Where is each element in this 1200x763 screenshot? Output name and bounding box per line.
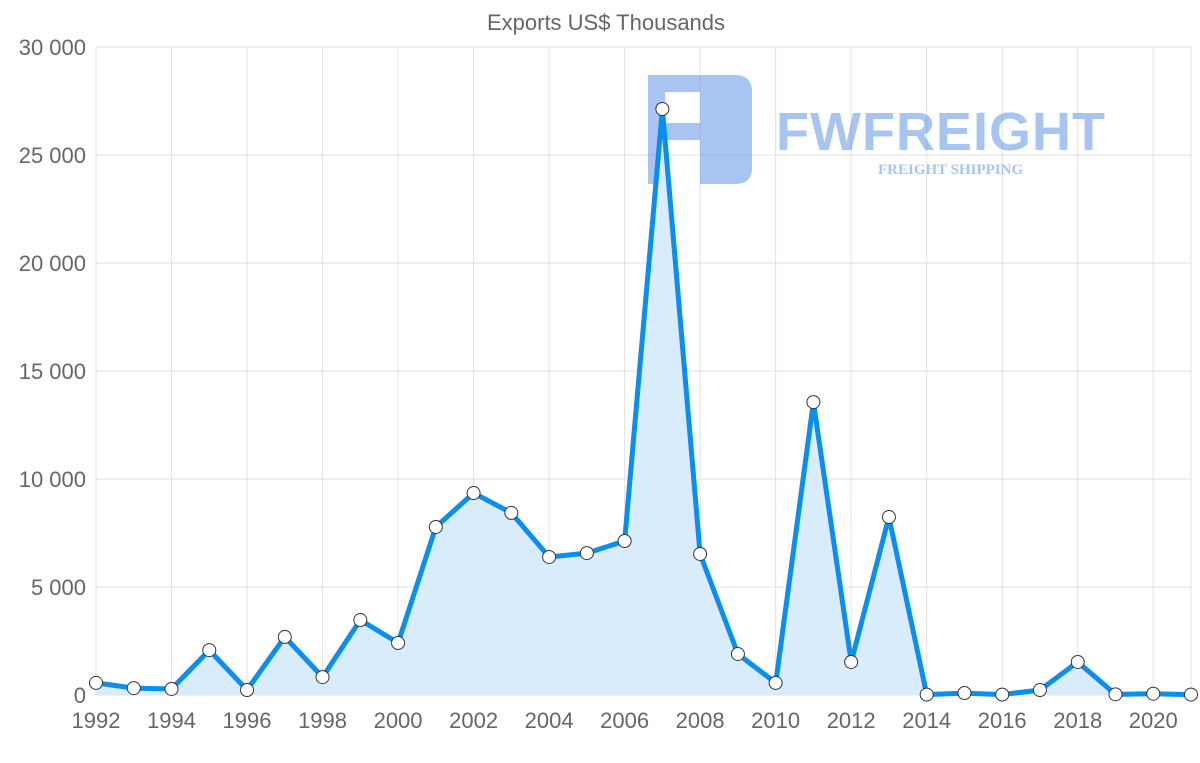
data-point-1998[interactable] bbox=[315, 670, 330, 685]
y-tick-label: 15 000 bbox=[19, 359, 86, 384]
x-tick-label: 2016 bbox=[978, 708, 1027, 733]
data-point-2021[interactable] bbox=[1184, 687, 1198, 702]
x-tick-label: 1998 bbox=[298, 708, 347, 733]
data-point-1994[interactable] bbox=[164, 681, 179, 696]
x-tick-label: 2012 bbox=[827, 708, 876, 733]
x-tick-label: 2002 bbox=[449, 708, 498, 733]
data-point-2020[interactable] bbox=[1146, 686, 1161, 701]
data-point-2005[interactable] bbox=[579, 546, 594, 561]
data-point-1993[interactable] bbox=[126, 681, 141, 696]
x-tick-label: 2006 bbox=[600, 708, 649, 733]
series-area bbox=[96, 109, 1191, 695]
x-tick-label: 1994 bbox=[147, 708, 196, 733]
data-points bbox=[89, 101, 1198, 702]
x-tick-label: 2020 bbox=[1129, 708, 1178, 733]
data-point-2004[interactable] bbox=[542, 549, 557, 564]
data-point-2003[interactable] bbox=[504, 505, 519, 520]
svg-text:FREIGHT SHIPPING: FREIGHT SHIPPING bbox=[878, 162, 1023, 178]
x-tick-label: 2004 bbox=[525, 708, 574, 733]
data-point-2015[interactable] bbox=[957, 686, 972, 701]
y-tick-label: 30 000 bbox=[19, 35, 86, 60]
data-point-2007[interactable] bbox=[655, 101, 670, 116]
x-tick-label: 2018 bbox=[1053, 708, 1102, 733]
data-point-2013[interactable] bbox=[881, 510, 896, 525]
data-point-1992[interactable] bbox=[89, 675, 103, 690]
data-point-2010[interactable] bbox=[768, 675, 783, 690]
data-point-2001[interactable] bbox=[428, 519, 443, 534]
x-axis: 1992 1994 1996 1998 2000 2002 2004 2006 2008 2010… bbox=[72, 708, 1178, 733]
x-tick-label: 2008 bbox=[676, 708, 725, 733]
data-point-2017[interactable] bbox=[1032, 683, 1047, 698]
x-tick-label: 1996 bbox=[223, 708, 272, 733]
data-point-2018[interactable] bbox=[1070, 654, 1085, 669]
y-tick-label: 0 bbox=[74, 683, 86, 708]
chart-title: Exports US$ Thousands bbox=[487, 10, 725, 35]
data-point-2011[interactable] bbox=[806, 395, 821, 410]
data-point-1997[interactable] bbox=[277, 629, 292, 644]
x-tick-label: 1992 bbox=[72, 708, 121, 733]
data-point-2002[interactable] bbox=[466, 486, 481, 501]
data-point-2012[interactable] bbox=[844, 654, 859, 669]
data-point-2006[interactable] bbox=[617, 533, 632, 548]
data-point-2016[interactable] bbox=[995, 687, 1010, 702]
data-point-2014[interactable] bbox=[919, 687, 934, 702]
data-point-1999[interactable] bbox=[353, 613, 368, 628]
data-point-2009[interactable] bbox=[730, 646, 745, 661]
y-axis: 0 5 000 10 000 15 000 20 000 25 000 30 000 bbox=[19, 35, 86, 708]
x-tick-label: 2010 bbox=[751, 708, 800, 733]
data-point-2008[interactable] bbox=[693, 546, 708, 561]
x-tick-label: 2000 bbox=[374, 708, 423, 733]
data-point-1995[interactable] bbox=[202, 643, 217, 658]
svg-text:FWFREIGHT: FWFREIGHT bbox=[776, 102, 1106, 162]
y-tick-label: 25 000 bbox=[19, 143, 86, 168]
y-tick-label: 10 000 bbox=[19, 467, 86, 492]
data-point-1996[interactable] bbox=[240, 683, 255, 698]
y-tick-label: 20 000 bbox=[19, 251, 86, 276]
data-point-2019[interactable] bbox=[1108, 687, 1123, 702]
fwfreight-watermark-logo: FWFREIGHT FREIGHT SHIPPING bbox=[648, 75, 1106, 184]
y-tick-label: 5 000 bbox=[31, 575, 86, 600]
x-tick-label: 2014 bbox=[902, 708, 951, 733]
data-point-2000[interactable] bbox=[391, 635, 406, 650]
